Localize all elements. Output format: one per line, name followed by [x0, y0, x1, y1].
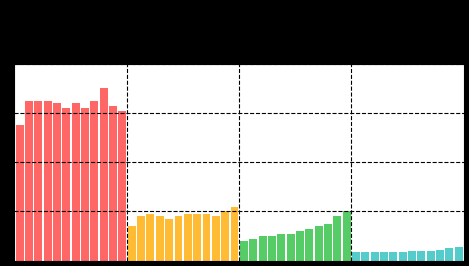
Bar [417, 251, 425, 261]
Bar [446, 248, 454, 261]
Bar [455, 247, 463, 261]
Bar [53, 103, 61, 261]
Bar [100, 88, 108, 261]
Bar [146, 214, 154, 261]
Bar [333, 217, 341, 261]
Bar [109, 106, 117, 261]
Bar [258, 236, 266, 261]
Bar [81, 108, 89, 261]
Bar [343, 211, 351, 261]
Bar [287, 234, 295, 261]
Bar [203, 214, 211, 261]
Bar [44, 101, 52, 261]
Bar [174, 217, 182, 261]
Bar [305, 229, 313, 261]
Bar [249, 239, 257, 261]
Bar [165, 219, 173, 261]
Bar [212, 217, 220, 261]
Bar [427, 251, 435, 261]
Bar [361, 252, 369, 261]
Bar [15, 125, 23, 261]
Bar [240, 241, 248, 261]
Bar [193, 214, 201, 261]
Bar [399, 252, 407, 261]
Bar [408, 251, 416, 261]
Bar [91, 101, 98, 261]
Bar [268, 236, 276, 261]
Bar [156, 217, 164, 261]
Bar [34, 101, 42, 261]
Bar [296, 231, 304, 261]
Bar [221, 211, 229, 261]
Bar [25, 101, 33, 261]
Bar [371, 252, 378, 261]
Bar [72, 103, 80, 261]
Bar [184, 214, 192, 261]
Bar [389, 252, 397, 261]
Bar [119, 111, 127, 261]
Bar [277, 234, 285, 261]
Bar [231, 206, 239, 261]
Bar [436, 250, 444, 261]
Bar [380, 252, 388, 261]
Bar [62, 108, 70, 261]
Bar [352, 252, 360, 261]
Bar [324, 224, 332, 261]
Bar [315, 226, 323, 261]
Bar [137, 217, 145, 261]
Bar [128, 226, 136, 261]
